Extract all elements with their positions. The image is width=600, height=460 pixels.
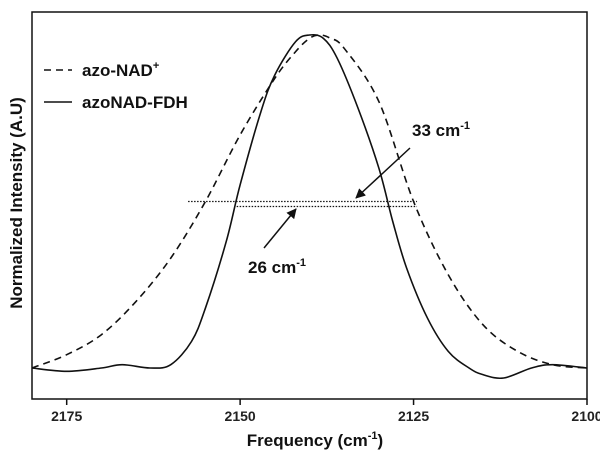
x-tick-label-2150: 2150	[225, 408, 256, 424]
x-axis-ticks: 2175 2150 2125 2100	[51, 399, 600, 424]
annotation-33-label: 33 cm-1	[412, 120, 470, 140]
annotation-arrow-33	[355, 147, 411, 199]
x-axis-title: Frequency (cm-1)	[247, 430, 383, 450]
legend-label-azo-nad: azo-NAD+	[82, 60, 159, 80]
plot-frame	[31, 11, 588, 400]
x-tick-label-2175: 2175	[51, 408, 82, 424]
series-line-azonad-fdh	[31, 33, 588, 380]
annotation-arrow-26	[263, 208, 297, 249]
annotation-26-label: 26 cm-1	[248, 257, 306, 277]
legend-label-azonad-fdh: azoNAD-FDH	[82, 93, 188, 112]
x-tick-label-2125: 2125	[398, 408, 429, 424]
legend: azo-NAD+ azoNAD-FDH	[44, 60, 188, 112]
x-tick-label-2100: 2100	[571, 408, 600, 424]
y-axis-title: Normalized Intensity (A.U)	[7, 97, 26, 309]
